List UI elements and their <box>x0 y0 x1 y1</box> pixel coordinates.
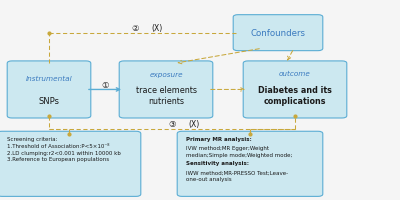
Text: Sensitivity analysis:: Sensitivity analysis: <box>186 160 249 165</box>
FancyBboxPatch shape <box>0 132 141 196</box>
FancyBboxPatch shape <box>119 62 213 118</box>
FancyBboxPatch shape <box>177 132 323 196</box>
Text: ②: ② <box>131 24 139 33</box>
Text: exposure: exposure <box>149 71 183 77</box>
Text: IVW method;MR Egger;Weight
median;Simple mode;Weighted mode;: IVW method;MR Egger;Weight median;Simple… <box>186 146 292 157</box>
Text: ③: ③ <box>168 120 176 128</box>
Text: SNPs: SNPs <box>38 97 60 106</box>
Text: (X): (X) <box>151 24 162 33</box>
FancyBboxPatch shape <box>233 16 323 51</box>
Text: ①: ① <box>101 81 109 89</box>
FancyBboxPatch shape <box>243 62 347 118</box>
FancyBboxPatch shape <box>7 62 91 118</box>
Text: trace elements
nutrients: trace elements nutrients <box>136 85 196 105</box>
Text: IWW method;MR-PRESSO Test;Leave-
one-out analysis: IWW method;MR-PRESSO Test;Leave- one-out… <box>186 170 288 181</box>
Text: Screening criteria:
1.Threshold of Association:P<5×10⁻⁸
2.LD clumping:r2<0.001 w: Screening criteria: 1.Threshold of Assoc… <box>7 136 121 162</box>
Text: (X): (X) <box>188 120 200 128</box>
Text: Instrumental: Instrumental <box>26 76 72 82</box>
Text: outcome: outcome <box>279 70 311 76</box>
Text: Confounders: Confounders <box>250 29 306 38</box>
Text: Primary MR analysis:: Primary MR analysis: <box>186 136 252 141</box>
Text: Diabetes and its
complications: Diabetes and its complications <box>258 85 332 105</box>
